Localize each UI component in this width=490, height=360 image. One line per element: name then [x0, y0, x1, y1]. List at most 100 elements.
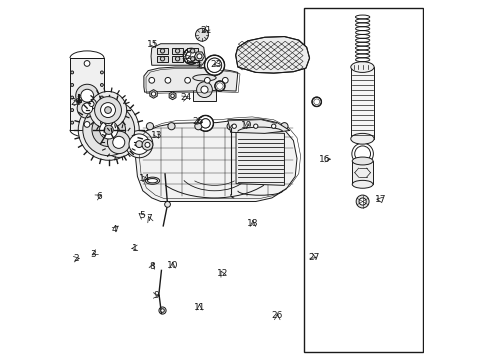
Polygon shape [136, 120, 297, 202]
Circle shape [84, 60, 90, 66]
Circle shape [161, 309, 164, 312]
Circle shape [100, 109, 103, 112]
Text: 21: 21 [200, 26, 211, 35]
Circle shape [78, 99, 139, 160]
Circle shape [168, 123, 175, 130]
Circle shape [100, 121, 103, 124]
Polygon shape [150, 90, 157, 98]
Text: 18: 18 [247, 219, 259, 228]
Circle shape [183, 48, 199, 64]
Circle shape [100, 103, 116, 117]
Circle shape [186, 51, 196, 62]
Circle shape [175, 57, 180, 61]
Bar [187, 48, 198, 54]
Circle shape [201, 86, 208, 93]
Bar [172, 56, 183, 62]
Circle shape [254, 124, 258, 129]
Circle shape [195, 123, 202, 130]
Circle shape [136, 141, 143, 148]
Polygon shape [151, 44, 205, 65]
Circle shape [356, 195, 369, 208]
Text: 1: 1 [132, 244, 138, 253]
Text: 14: 14 [139, 175, 150, 184]
Text: 20: 20 [71, 98, 82, 107]
Ellipse shape [147, 179, 157, 183]
Bar [193, 78, 216, 101]
Bar [351, 67, 374, 139]
Circle shape [281, 123, 288, 130]
Polygon shape [236, 37, 310, 73]
Circle shape [145, 142, 150, 147]
Text: 13: 13 [151, 131, 163, 140]
Text: 22: 22 [181, 53, 193, 62]
Bar [304, 8, 422, 352]
Circle shape [71, 109, 73, 112]
Ellipse shape [146, 177, 160, 184]
Bar [352, 161, 373, 184]
Bar [70, 58, 104, 130]
Circle shape [142, 139, 153, 150]
Circle shape [207, 58, 221, 72]
Circle shape [201, 119, 210, 128]
Text: 4: 4 [112, 225, 118, 234]
Circle shape [165, 77, 171, 83]
Circle shape [92, 113, 125, 147]
Circle shape [175, 49, 180, 53]
Circle shape [196, 82, 212, 98]
Circle shape [215, 81, 225, 91]
Text: 3: 3 [91, 250, 96, 259]
Circle shape [352, 143, 373, 165]
Circle shape [227, 123, 234, 130]
Text: 5: 5 [139, 211, 145, 220]
Text: 23: 23 [210, 60, 221, 69]
Circle shape [83, 104, 135, 156]
Text: 26: 26 [271, 311, 283, 320]
Circle shape [191, 57, 195, 61]
Text: 8: 8 [149, 262, 155, 271]
Ellipse shape [351, 134, 374, 144]
Bar [157, 56, 168, 62]
Circle shape [355, 146, 370, 162]
Circle shape [160, 57, 165, 61]
Text: 10: 10 [167, 261, 178, 270]
Text: 7: 7 [147, 214, 152, 223]
Circle shape [100, 71, 103, 74]
Circle shape [312, 97, 321, 107]
Circle shape [81, 89, 94, 102]
Circle shape [197, 54, 202, 59]
Text: 24: 24 [180, 93, 192, 102]
Circle shape [271, 124, 276, 129]
Polygon shape [236, 132, 285, 185]
Polygon shape [144, 67, 238, 92]
Circle shape [76, 84, 98, 107]
Polygon shape [169, 92, 176, 100]
Circle shape [147, 123, 153, 130]
Circle shape [89, 102, 94, 107]
Bar [157, 48, 168, 54]
Circle shape [160, 49, 165, 53]
Circle shape [107, 131, 130, 154]
Circle shape [159, 307, 166, 314]
Polygon shape [195, 52, 204, 60]
Circle shape [149, 77, 155, 83]
Circle shape [89, 91, 126, 129]
Circle shape [104, 125, 113, 134]
Text: 25: 25 [192, 117, 203, 126]
Bar [172, 48, 183, 54]
Circle shape [197, 116, 214, 131]
Text: 27: 27 [309, 253, 320, 262]
Text: 15: 15 [147, 40, 159, 49]
Circle shape [71, 96, 73, 99]
Circle shape [171, 94, 174, 98]
Circle shape [256, 123, 263, 130]
Circle shape [196, 28, 208, 41]
Ellipse shape [193, 75, 216, 81]
Text: 19: 19 [241, 121, 252, 130]
Circle shape [125, 131, 153, 158]
Ellipse shape [352, 157, 373, 165]
Circle shape [222, 77, 228, 83]
Circle shape [82, 103, 93, 114]
Bar [77, 100, 81, 102]
Ellipse shape [352, 180, 373, 188]
Circle shape [232, 124, 236, 129]
